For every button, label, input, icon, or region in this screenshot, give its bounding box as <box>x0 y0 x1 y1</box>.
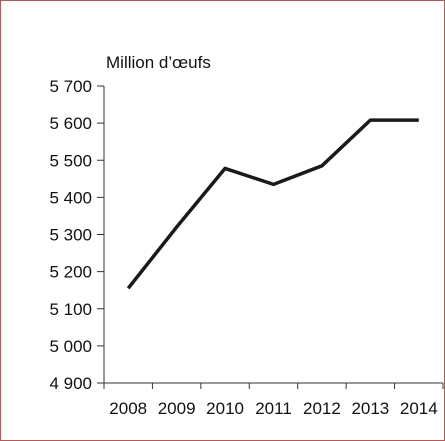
x-tick-label: 2012 <box>303 399 341 418</box>
y-tick-label: 5 200 <box>49 263 92 282</box>
x-tick-label: 2010 <box>206 399 244 418</box>
x-tick-label: 2014 <box>400 399 438 418</box>
y-tick-label: 5 400 <box>49 188 92 207</box>
x-ticks: 2008 2009 2010 2011 2012 2013 2014 <box>103 383 444 418</box>
x-tick-label: 2013 <box>351 399 389 418</box>
series-group <box>126 118 419 290</box>
y-unit-label: Million d’œufs <box>106 53 211 72</box>
y-tick-label: 5 000 <box>49 337 92 356</box>
y-tick-label: 5 100 <box>49 300 92 319</box>
y-tick-label: 5 300 <box>49 226 92 245</box>
x-tick-label: 2008 <box>109 399 147 418</box>
x-tick-label: 2009 <box>158 399 196 418</box>
y-tick-label: 5 600 <box>49 114 92 133</box>
series-line <box>126 118 419 290</box>
y-tick-label: 5 500 <box>49 151 92 170</box>
y-tick-label: 4 900 <box>49 374 92 393</box>
y-ticks: 4 900 5 000 5 100 5 200 5 300 5 400 5 500 5 600… <box>49 77 104 393</box>
y-tick-label: 5 700 <box>49 77 92 96</box>
x-tick-label: 2011 <box>255 399 292 418</box>
axes <box>103 86 443 384</box>
